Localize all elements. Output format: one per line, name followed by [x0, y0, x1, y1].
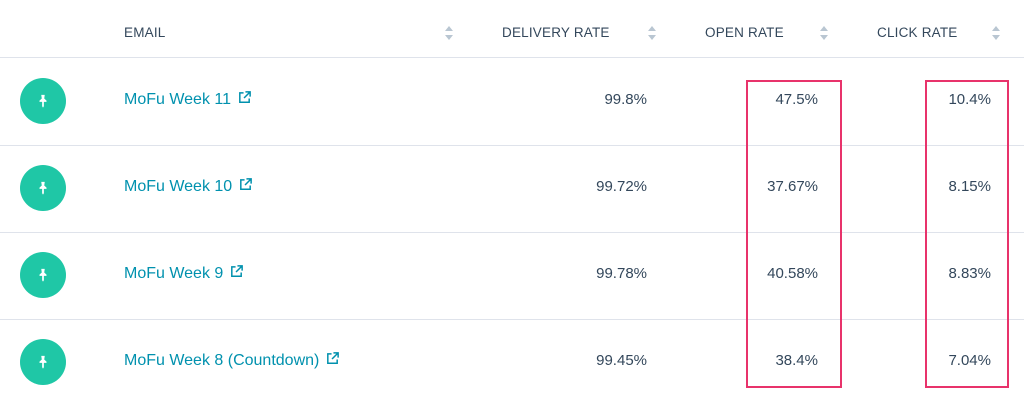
pin-icon[interactable]: [20, 252, 66, 298]
open-rate-value: 37.67%: [767, 178, 818, 195]
column-header-open-rate[interactable]: OPEN RATE: [705, 25, 784, 40]
column-header-delivery-rate[interactable]: DELIVERY RATE: [502, 25, 610, 40]
email-name[interactable]: MoFu Week 8 (Countdown): [124, 352, 320, 369]
sort-delivery-rate-icon[interactable]: [648, 24, 656, 42]
delivery-rate-value: 99.72%: [596, 178, 647, 195]
pin-icon[interactable]: [20, 78, 66, 124]
delivery-rate-value: 99.78%: [596, 265, 647, 282]
table-row: MoFu Week 8 (Countdown) 99.45% 38.4% 7.0…: [0, 319, 1024, 406]
email-name[interactable]: MoFu Week 9: [124, 265, 224, 282]
table-row: MoFu Week 11 99.8% 47.5% 10.4%: [0, 58, 1024, 146]
email-link[interactable]: MoFu Week 9: [124, 264, 244, 284]
delivery-rate-value: 99.45%: [596, 352, 647, 369]
external-link-icon[interactable]: [238, 177, 253, 192]
email-link[interactable]: MoFu Week 10: [124, 177, 253, 197]
email-name[interactable]: MoFu Week 11: [124, 91, 232, 108]
external-link-icon[interactable]: [325, 351, 340, 366]
column-header-click-rate[interactable]: CLICK RATE: [877, 25, 958, 40]
pin-icon[interactable]: [20, 339, 66, 385]
sort-email-icon[interactable]: [445, 24, 453, 42]
open-rate-value: 38.4%: [775, 352, 818, 369]
sort-click-rate-icon[interactable]: [992, 24, 1000, 42]
email-name[interactable]: MoFu Week 10: [124, 178, 233, 195]
column-header-email[interactable]: EMAIL: [124, 25, 166, 40]
pin-icon[interactable]: [20, 165, 66, 211]
open-rate-value: 40.58%: [767, 265, 818, 282]
sort-open-rate-icon[interactable]: [820, 24, 828, 42]
external-link-icon[interactable]: [229, 264, 244, 279]
table-row: MoFu Week 10 99.72% 37.67% 8.15%: [0, 145, 1024, 233]
table-header: EMAIL DELIVERY RATE OPEN RATE CLICK RATE: [0, 0, 1024, 58]
click-rate-value: 10.4%: [948, 91, 991, 108]
click-rate-value: 7.04%: [948, 352, 991, 369]
external-link-icon[interactable]: [237, 90, 252, 105]
click-rate-value: 8.15%: [948, 178, 991, 195]
table-row: MoFu Week 9 99.78% 40.58% 8.83%: [0, 232, 1024, 320]
email-link[interactable]: MoFu Week 8 (Countdown): [124, 351, 340, 371]
open-rate-value: 47.5%: [775, 91, 818, 108]
email-link[interactable]: MoFu Week 11: [124, 90, 252, 110]
delivery-rate-value: 99.8%: [604, 91, 647, 108]
click-rate-value: 8.83%: [948, 265, 991, 282]
